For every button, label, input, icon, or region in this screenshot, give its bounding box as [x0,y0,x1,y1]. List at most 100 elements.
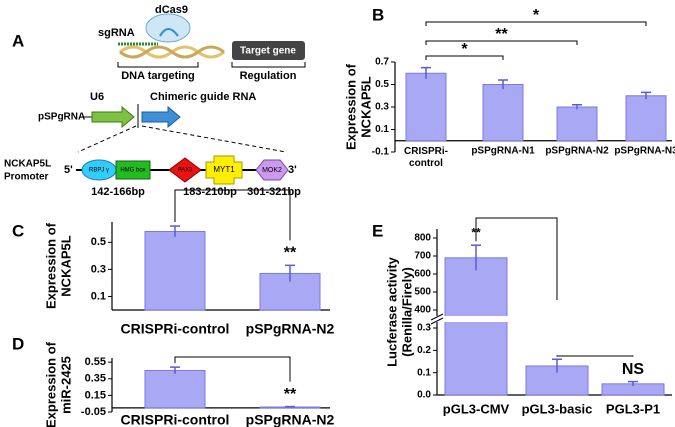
y-axis-label: miR-2425 [58,356,73,414]
bracket [556,355,634,357]
dashed [77,125,137,153]
break-mark [430,313,444,321]
y-axis-label: NCKAP5L [358,76,373,137]
bracket [117,62,199,68]
chart-panel: -0.05 0.15 0.35 0.55 Expression of miR-2425 CR… [43,341,334,427]
label: 3' [288,164,297,176]
x-tick-label: pSPgRNA-N1 [471,146,535,157]
x-tick-label: pSPgRNA-N2 [545,146,609,157]
x-tick-label: CRISPRi-control [404,146,448,169]
grna-arrow [141,105,181,129]
y-axis-label: Lucferase activity [384,256,399,367]
label: Chimeric guide RNA [150,91,256,103]
x-tick-label: CRISPRi-control [121,321,230,337]
y-tick-label: 0.3 [375,102,389,113]
axis-break [431,316,573,322]
label: dCas9 [155,4,188,16]
x-tick-label: pSPgRNA-N3 [614,146,675,157]
bar [444,257,508,396]
y-tick-label: -0.05 [81,406,106,418]
bar [144,230,206,311]
label: 183-210bp [183,186,237,198]
dna [119,45,225,59]
significance: NS [622,361,645,378]
label: PAX3 [178,168,194,174]
y-tick-label: 500 [414,287,431,298]
y-tick-label: 800 [414,233,431,244]
significance: ** [471,225,481,239]
panel-letter: B [372,5,384,24]
y-tick-label: -0.1 [372,147,390,158]
y-tick-label: 0.1 [375,124,389,135]
x-tick-label: pSPgRNA-N2 [246,321,335,337]
panel-letter: A [12,31,24,50]
bracket [425,21,647,26]
sgrna-loop [159,28,179,37]
site [115,160,151,180]
x-tick-label: pGL3-CMV [443,401,510,416]
dashed [141,125,287,153]
x-tick-label: pGL3-basic [522,401,593,416]
y-tick-label: 600 [414,269,431,280]
chart-panel: -0.1 0.1 0.3 0.5 0.7 Expression of NCKAP5L CRIS… [343,7,675,168]
y-tick-label: 0.55 [85,356,106,368]
x-tick-label-line: CRISPRi- [404,146,448,157]
chart-panel: 0.0 0.1 0.2 0.3 400 500 600 700 800 Lucferase act… [384,217,672,416]
panel-letter: C [12,221,24,240]
label: Regulation [240,70,297,82]
y-axis-label: Expression of [43,222,58,309]
bar [482,84,524,142]
y-tick-label: 0.5 [91,236,106,248]
label: 301-321bp [247,186,301,198]
x-tick-label: PGL3-P1 [606,401,660,416]
significance: ** [284,245,297,262]
target-box [232,41,305,60]
y-axis-label: Expression of [343,63,358,150]
y-axis-label: Expression of [43,341,58,427]
y-tick-label: 0.35 [85,373,106,385]
y-axis-label: (Renilla/Firely) [399,267,414,357]
bracket [231,62,306,68]
label: NCKAP5L [4,159,51,170]
bracket [174,356,291,382]
label: sgRNA [98,27,135,39]
significance: * [533,7,540,24]
x-tick-label: pSPgRNA-N2 [246,412,335,427]
significance: ** [495,26,508,43]
bar [556,106,598,142]
bracket [425,40,578,45]
site [205,155,243,185]
x-tick-label-line: control [409,158,443,169]
label: Target gene [240,46,296,57]
label: MYT1 [213,165,235,174]
label: HMG box [120,168,145,174]
bracket [425,55,504,60]
x-tick-label: CRISPRi-control [121,412,230,427]
bracket [475,217,558,300]
bar [144,369,206,409]
label: RBPJ γ [89,168,109,174]
panel-letter: D [12,334,24,353]
break-mark [430,317,444,325]
label: MOK2 [262,167,282,174]
label: pSPgRNA [38,112,85,123]
y-tick-label: 0.3 [417,323,431,334]
label: 5' [64,164,73,176]
site [168,157,202,183]
bar [625,95,667,142]
label: Promoter [4,172,49,183]
label: U6 [90,91,104,103]
bracket [174,189,291,241]
u6-arrow [91,105,135,129]
y-tick-label: 0.1 [417,367,431,378]
panel-a: A dCas9 sgRNA Target gene DNA targeting … [4,4,306,198]
label: DNA targeting [121,70,195,82]
y-tick-label: 700 [414,251,431,262]
y-tick-label: 0.3 [91,263,106,275]
dcas9-icon [145,13,191,43]
y-axis-label: NCKAP5L [58,235,73,296]
y-tick-label: 0.7 [375,57,389,68]
bar [405,72,447,142]
y-tick-label: 400 [414,305,431,316]
